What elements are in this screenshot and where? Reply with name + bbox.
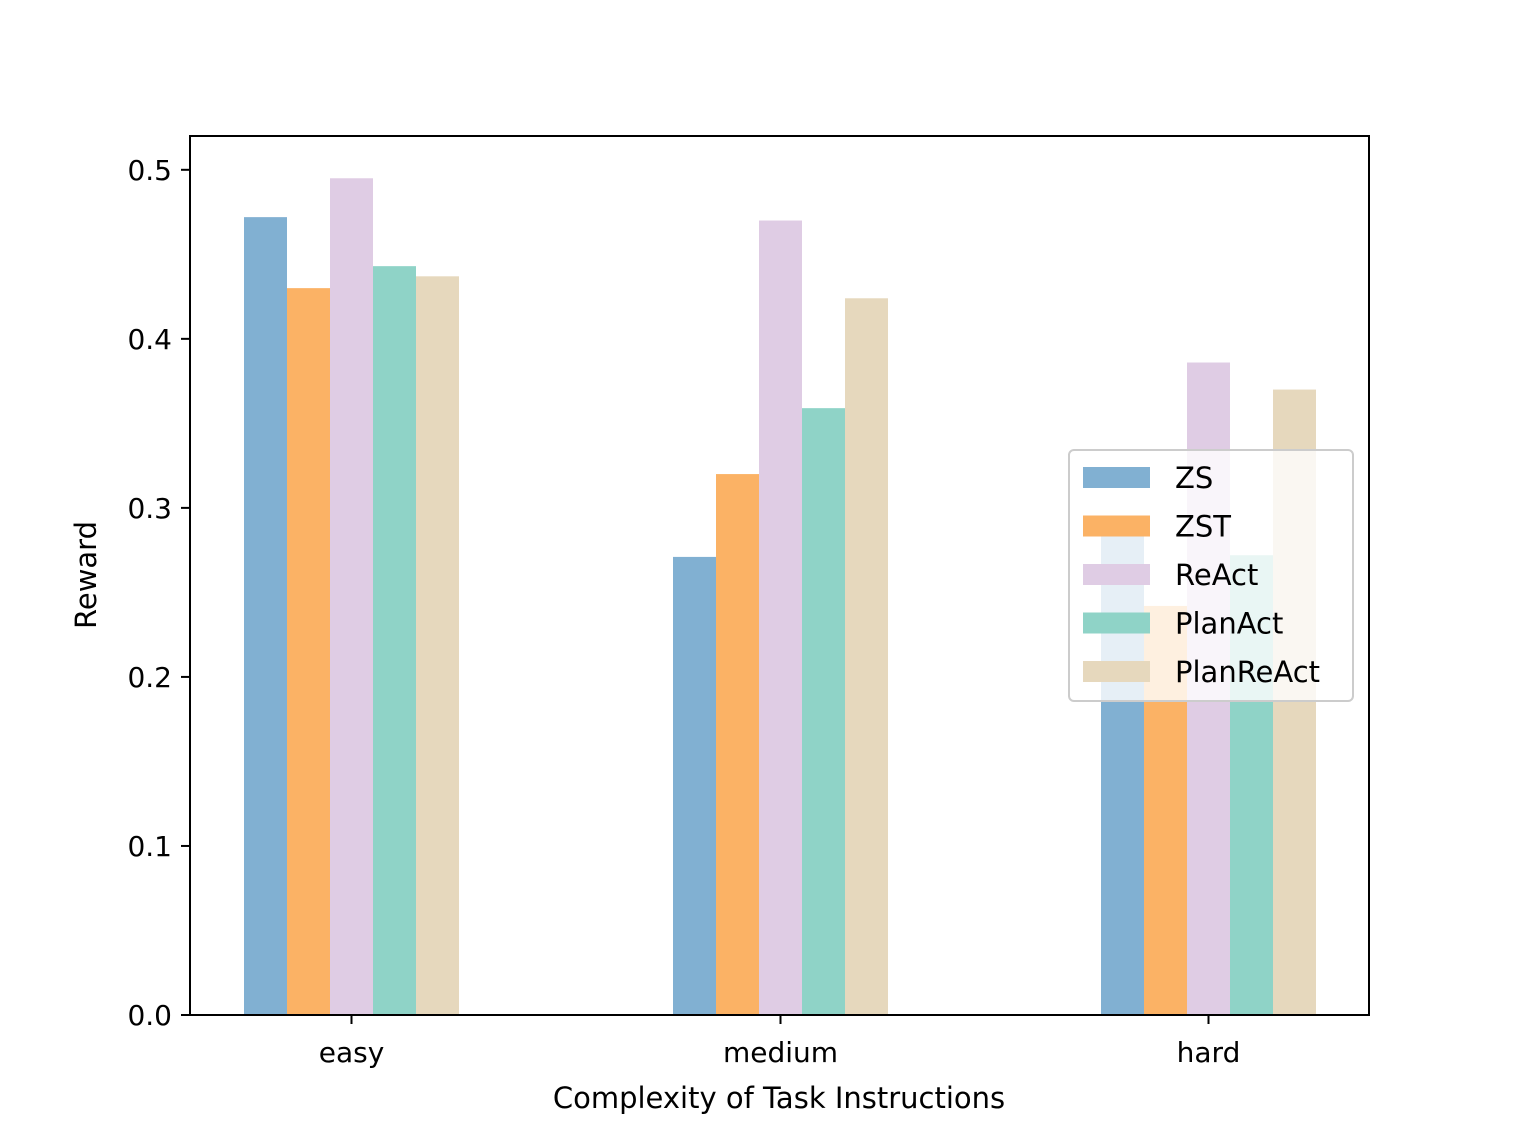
bar-react-medium bbox=[759, 220, 802, 1015]
bars bbox=[244, 178, 1316, 1016]
bar-planreact-easy bbox=[416, 276, 459, 1016]
bar-planact-easy bbox=[373, 266, 416, 1015]
x-tick-label-easy: easy bbox=[319, 1036, 385, 1069]
bar-zst-medium bbox=[716, 474, 759, 1016]
legend-label-planact: PlanAct bbox=[1175, 607, 1283, 641]
x-axis: easy medium hard bbox=[319, 1015, 1241, 1069]
legend: ZS ZST ReAct PlanAct PlanReAct bbox=[1068, 449, 1354, 702]
legend-label-zs: ZS bbox=[1175, 461, 1213, 495]
x-tick-label-hard: hard bbox=[1177, 1036, 1241, 1069]
y-tick-label: 0.4 bbox=[127, 323, 172, 356]
bar-planreact-medium bbox=[845, 298, 888, 1015]
bar-react-easy bbox=[330, 178, 373, 1015]
y-tick-label: 0.5 bbox=[127, 154, 172, 187]
y-tick-label: 0.1 bbox=[127, 830, 172, 863]
y-axis-title: Reward bbox=[69, 521, 103, 629]
bar-planact-medium bbox=[802, 408, 845, 1015]
y-tick-label: 0.0 bbox=[127, 999, 172, 1032]
legend-swatch-zs bbox=[1083, 467, 1150, 488]
bar-zs-medium bbox=[673, 556, 716, 1015]
legend-label-react: ReAct bbox=[1175, 558, 1258, 592]
legend-label-planreact: PlanReAct bbox=[1175, 655, 1320, 689]
bar-zs-easy bbox=[244, 217, 287, 1016]
legend-swatch-planact bbox=[1083, 612, 1150, 634]
x-tick-label-medium: medium bbox=[723, 1036, 838, 1069]
legend-label-zst: ZST bbox=[1175, 510, 1231, 544]
legend-box bbox=[1068, 449, 1354, 702]
y-axis: 0.0 0.1 0.2 0.3 0.4 0.5 bbox=[127, 154, 190, 1032]
y-tick-label: 0.2 bbox=[127, 661, 172, 694]
y-tick-label: 0.3 bbox=[127, 492, 172, 525]
legend-swatch-react bbox=[1083, 564, 1150, 585]
bar-zst-easy bbox=[287, 288, 330, 1015]
x-axis-title: Complexity of Task Instructions bbox=[553, 1081, 1005, 1115]
legend-swatch-zst bbox=[1083, 515, 1150, 537]
legend-swatch-planreact bbox=[1083, 661, 1150, 682]
